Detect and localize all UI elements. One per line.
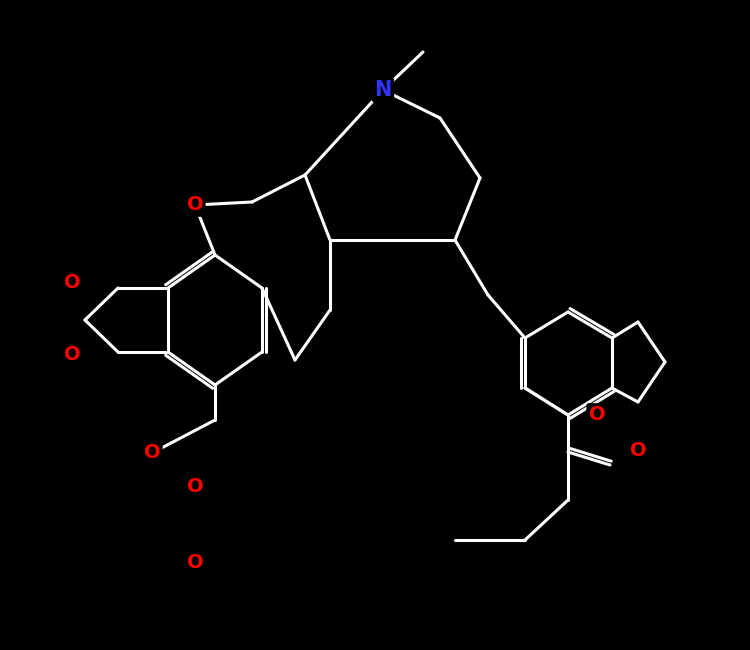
Text: O: O <box>589 406 605 424</box>
Text: O: O <box>630 441 646 460</box>
Text: N: N <box>374 80 392 100</box>
Text: O: O <box>144 443 160 463</box>
Text: O: O <box>64 274 80 292</box>
Text: O: O <box>187 552 203 571</box>
Text: O: O <box>187 196 203 215</box>
Text: O: O <box>64 346 80 365</box>
Text: O: O <box>187 478 203 497</box>
